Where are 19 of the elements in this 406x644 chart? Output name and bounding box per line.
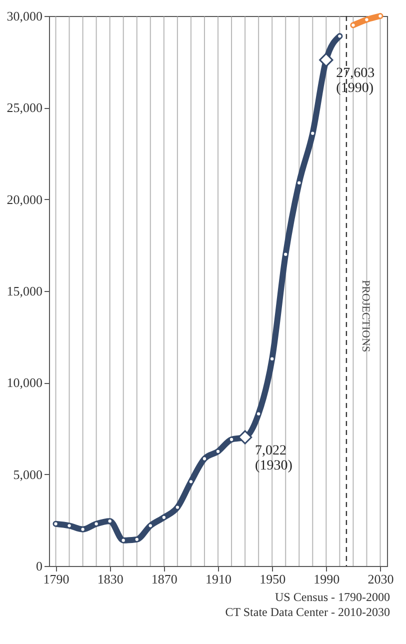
x-tick-label: 1870 bbox=[151, 572, 178, 586]
y-tick-label: 25,000 bbox=[6, 100, 42, 116]
x-tick-label: 1830 bbox=[97, 572, 124, 586]
x-tick-label: 1790 bbox=[43, 572, 70, 586]
y-tick-label: 10,000 bbox=[6, 375, 42, 390]
y-tick-label: 0 bbox=[36, 558, 42, 574]
y-tick-label: 15,000 bbox=[6, 284, 42, 298]
text: CT State Data Center - 2010-2030 bbox=[224, 605, 390, 620]
annotation: 27,603 (1990) bbox=[336, 66, 375, 96]
x-tick-label: 1910 bbox=[206, 572, 232, 586]
ref-line-label: PROJECTIONS bbox=[359, 280, 372, 352]
y-tick-label: 20,000 bbox=[6, 192, 42, 207]
y-tick-label: 30,000 bbox=[6, 8, 42, 24]
text: US Census - 1790-2000 bbox=[274, 590, 390, 605]
y-tick-label: 5,000 bbox=[13, 466, 42, 482]
x-tick-label: 1950 bbox=[260, 572, 286, 586]
annotation: 7,022 (1930) bbox=[255, 443, 293, 474]
x-tick-label: 1990 bbox=[314, 572, 340, 586]
x-tick-label: 2030 bbox=[368, 572, 394, 586]
